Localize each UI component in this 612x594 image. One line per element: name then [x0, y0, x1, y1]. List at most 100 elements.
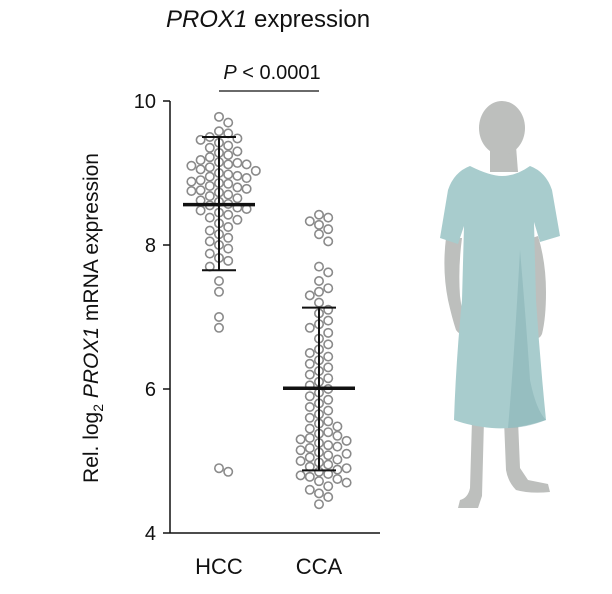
data-point	[204, 191, 215, 202]
data-point	[304, 423, 315, 434]
data-point	[195, 164, 206, 175]
title-rest: expression	[247, 6, 371, 33]
p-value-label: P < 0.0001	[223, 62, 320, 84]
head	[479, 101, 525, 155]
data-point	[304, 216, 315, 227]
data-point	[232, 170, 243, 181]
y-tick-label: 8	[145, 235, 156, 257]
data-point	[214, 286, 225, 297]
data-point	[304, 484, 315, 495]
data-point	[204, 152, 215, 163]
data-point	[341, 463, 352, 474]
data-point	[304, 391, 315, 402]
data-point	[341, 477, 352, 488]
gown-shadow	[508, 250, 546, 428]
data-point	[241, 173, 252, 184]
data-point	[313, 219, 324, 230]
data-point	[295, 445, 306, 456]
data-point	[241, 159, 252, 170]
data-point	[323, 236, 334, 247]
data-point	[332, 421, 343, 432]
data-point	[223, 255, 234, 266]
data-points	[186, 111, 352, 510]
data-point	[341, 435, 352, 446]
data-point	[295, 434, 306, 445]
data-point	[195, 175, 206, 186]
data-point	[195, 185, 206, 196]
chart-title: PROX1 expression	[0, 6, 536, 34]
data-point	[323, 267, 334, 278]
data-point	[304, 369, 315, 380]
data-point	[341, 448, 352, 459]
data-point	[223, 159, 234, 170]
data-point	[223, 209, 234, 220]
data-point	[323, 362, 334, 373]
data-point	[304, 443, 315, 454]
data-point	[323, 351, 334, 362]
data-point	[204, 248, 215, 259]
data-point	[195, 205, 206, 216]
data-point	[323, 339, 334, 350]
data-point	[332, 473, 343, 484]
data-point	[304, 412, 315, 423]
x-tick-label: CCA	[296, 554, 343, 579]
data-point	[295, 455, 306, 466]
left-leg	[458, 420, 484, 508]
data-point	[214, 111, 225, 122]
data-point	[323, 212, 334, 223]
data-point	[313, 229, 324, 240]
data-point	[223, 117, 234, 128]
data-point	[323, 373, 334, 384]
data-point	[323, 481, 334, 492]
data-point	[304, 358, 315, 369]
data-point	[295, 470, 306, 481]
data-point	[304, 452, 315, 463]
data-point	[223, 466, 234, 477]
data-point	[232, 157, 243, 168]
data-point	[223, 243, 234, 254]
data-point	[223, 232, 234, 243]
data-point	[232, 133, 243, 144]
data-point	[304, 432, 315, 443]
y-tick-label: 4	[145, 523, 156, 545]
data-point	[323, 491, 334, 502]
mean-sd-bars	[183, 136, 355, 472]
data-point	[313, 275, 324, 286]
data-point	[214, 126, 225, 137]
data-point	[332, 454, 343, 465]
data-point	[323, 315, 334, 326]
data-point	[186, 176, 197, 187]
title-gene: PROX1	[165, 6, 248, 33]
data-point	[232, 214, 243, 225]
data-point	[323, 327, 334, 338]
data-point	[313, 297, 324, 308]
data-point	[323, 416, 334, 427]
data-point	[214, 275, 225, 286]
data-point	[332, 441, 343, 452]
gown	[440, 166, 560, 429]
data-point	[232, 146, 243, 157]
left-arm	[444, 238, 466, 334]
data-point	[195, 155, 206, 166]
data-point	[304, 401, 315, 412]
data-point	[223, 189, 234, 200]
data-point	[223, 222, 234, 233]
data-point	[232, 182, 243, 193]
data-point	[323, 283, 334, 294]
data-point	[204, 180, 215, 191]
data-point	[323, 427, 334, 438]
data-point	[323, 224, 334, 235]
data-point	[204, 162, 215, 173]
data-point	[332, 430, 343, 441]
data-point	[323, 459, 334, 470]
data-point	[323, 440, 334, 451]
data-point	[323, 394, 334, 405]
data-point	[223, 169, 234, 180]
data-point	[223, 178, 234, 189]
data-point	[204, 212, 215, 223]
data-point	[223, 150, 234, 161]
data-point	[304, 322, 315, 333]
significance-annotation: P < 0.0001	[219, 62, 321, 92]
data-point	[304, 290, 315, 301]
